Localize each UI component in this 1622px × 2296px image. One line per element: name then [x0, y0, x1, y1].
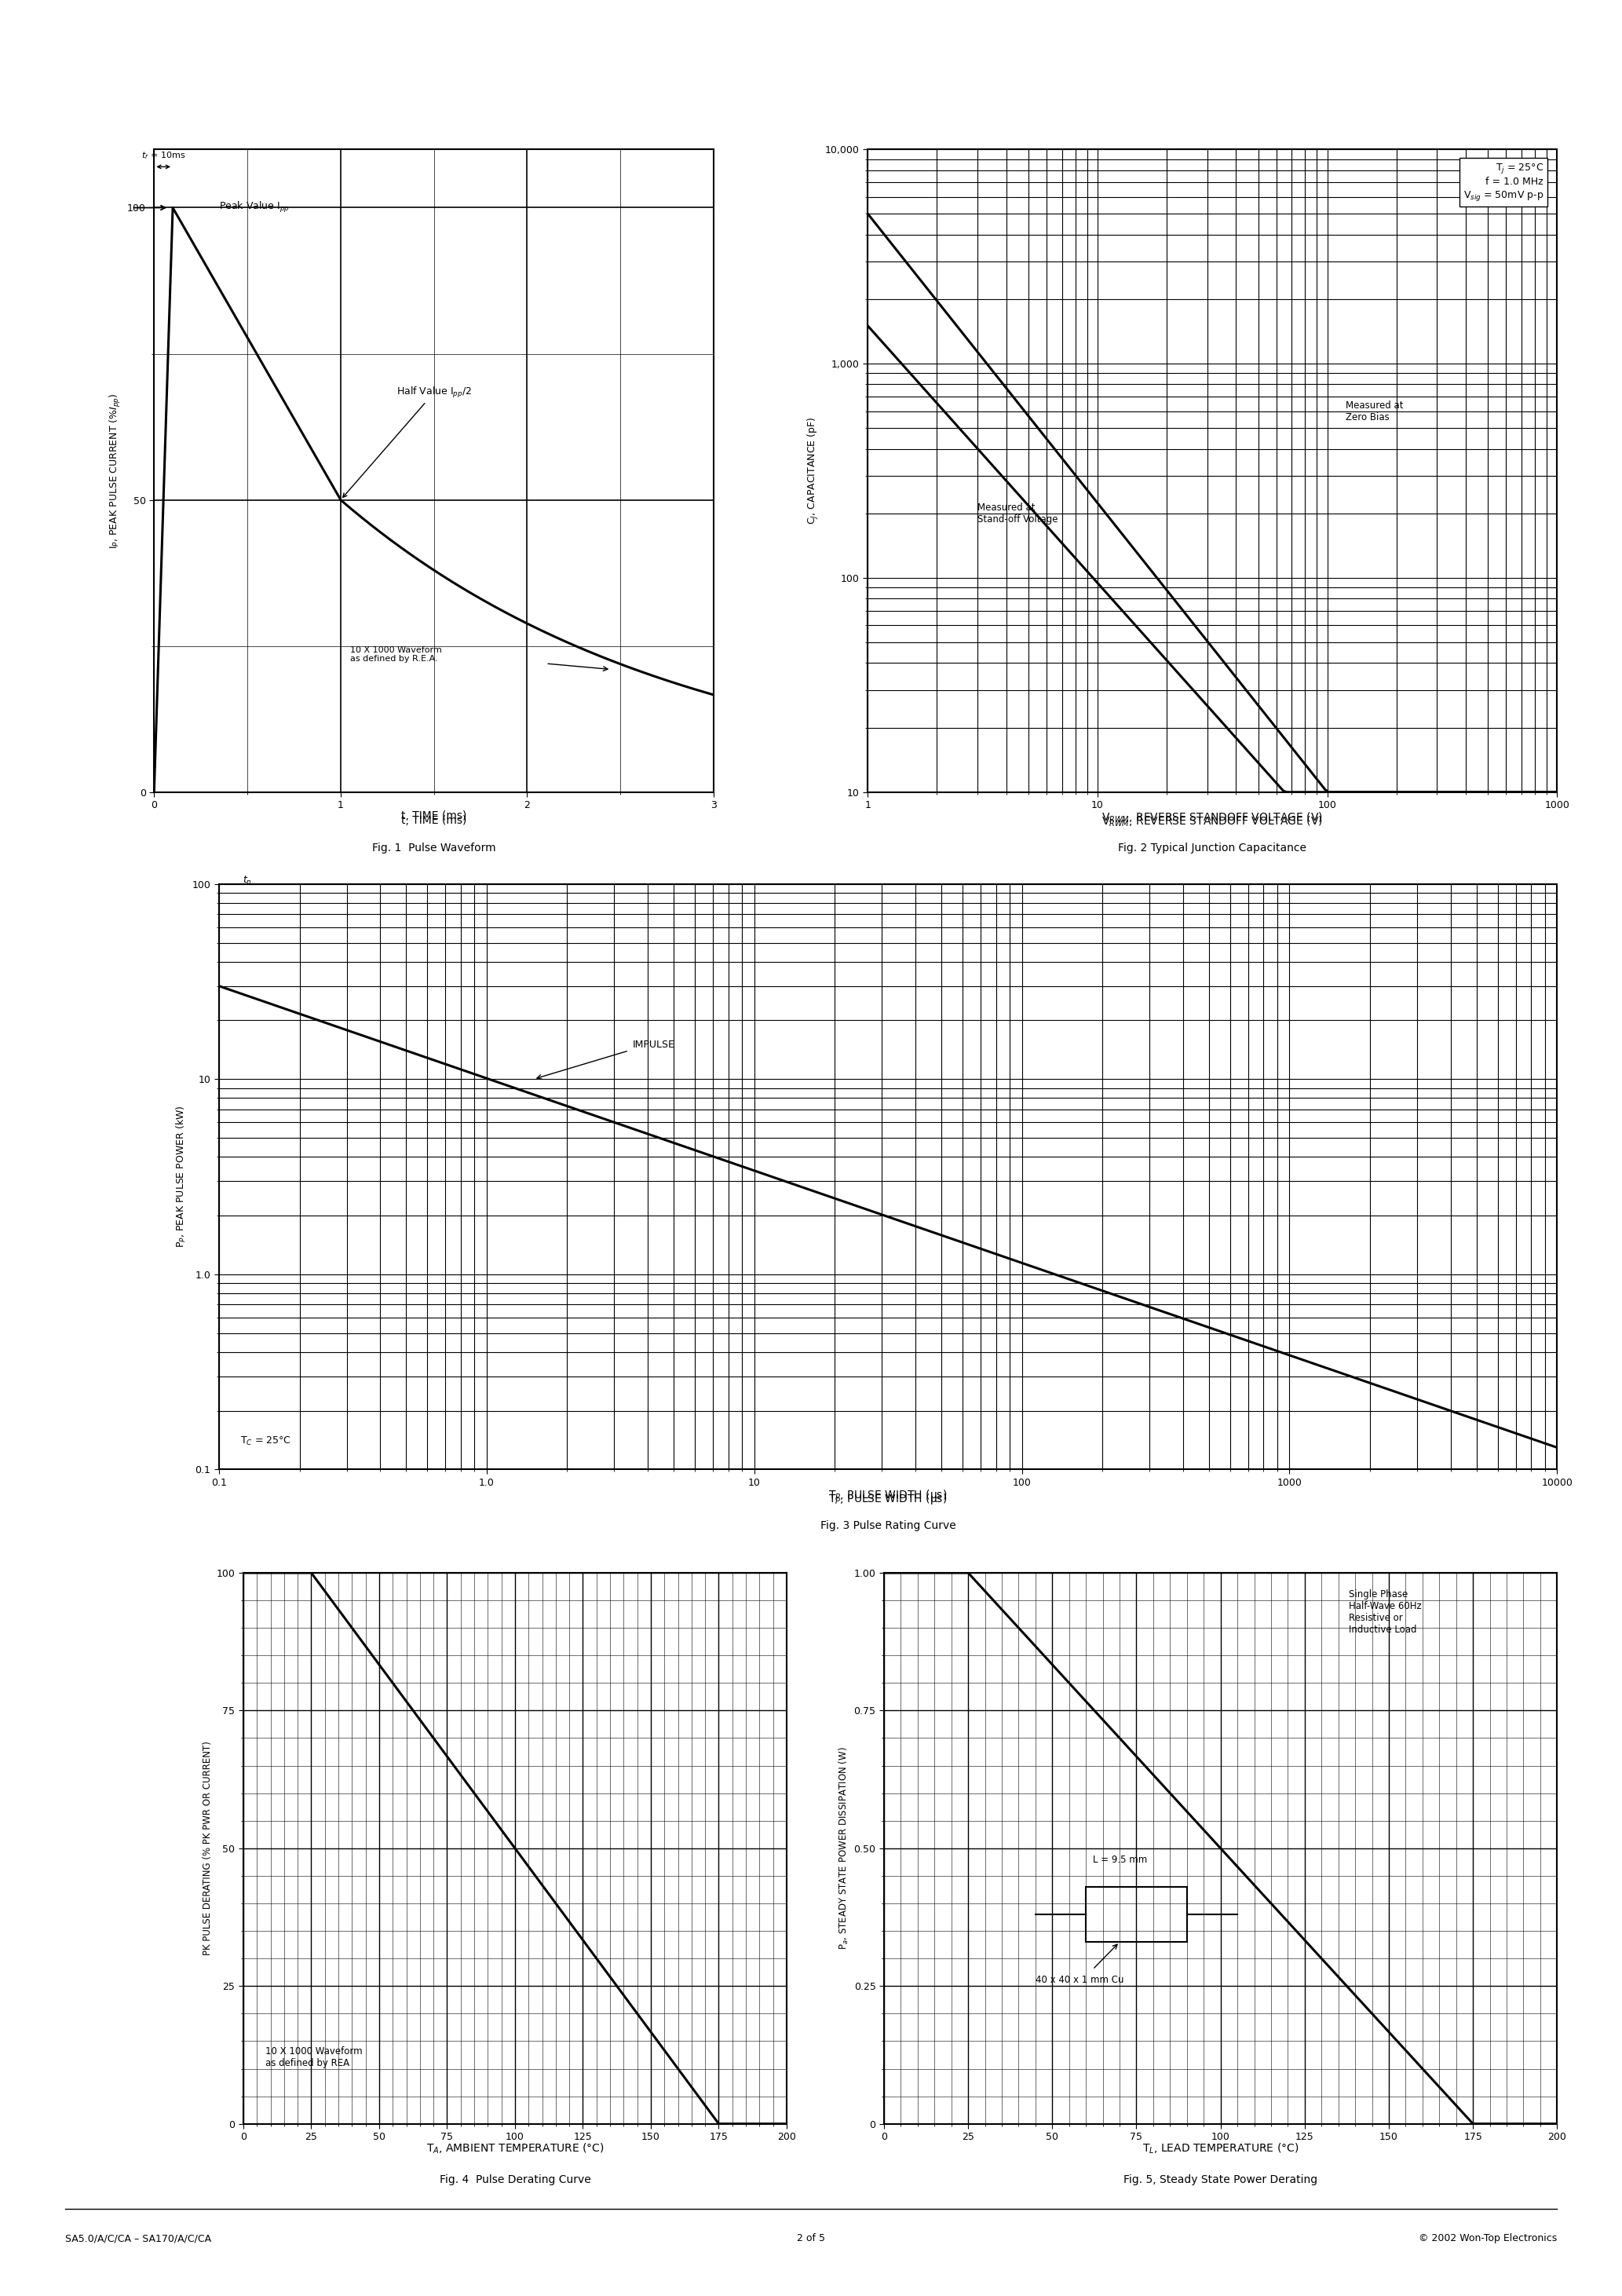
Text: Measured at
Zero Bias: Measured at Zero Bias [1346, 400, 1403, 422]
Bar [1087, 1887, 1187, 1942]
Text: T$_P$, PULSE WIDTH (μs): T$_P$, PULSE WIDTH (μs) [829, 1488, 947, 1502]
Text: V$_{RWM}$, REVERSE STANDOFF VOLTAGE (V): V$_{RWM}$, REVERSE STANDOFF VOLTAGE (V) [1101, 810, 1324, 824]
Text: T$_L$, LEAD TEMPERATURE (°C): T$_L$, LEAD TEMPERATURE (°C) [1142, 2142, 1299, 2156]
Text: $t_r$ = 10ms: $t_r$ = 10ms [141, 149, 185, 161]
Text: Measured at
Stand-off Voltage: Measured at Stand-off Voltage [978, 503, 1058, 523]
Y-axis label: P$_a$, STEADY STATE POWER DISSIPATION (W): P$_a$, STEADY STATE POWER DISSIPATION (W… [839, 1747, 850, 1949]
Text: t, TIME (ms): t, TIME (ms) [401, 810, 467, 822]
Text: SA5.0/A/C/CA – SA170/A/C/CA: SA5.0/A/C/CA – SA170/A/C/CA [65, 2234, 211, 2243]
Text: Half Value I$_{pp}$/2: Half Value I$_{pp}$/2 [342, 386, 472, 498]
Text: IMPULSE: IMPULSE [633, 1040, 675, 1049]
Text: Peak Value I$_{pp}$: Peak Value I$_{pp}$ [219, 200, 290, 216]
Text: Single Phase
Half-Wave 60Hz
Resistive or
Inductive Load: Single Phase Half-Wave 60Hz Resistive or… [1348, 1589, 1421, 1635]
Y-axis label: I$_P$, PEAK PULSE CURRENT (%$I_{pp}$): I$_P$, PEAK PULSE CURRENT (%$I_{pp}$) [109, 393, 123, 549]
X-axis label: V$_{RWM}$, REVERSE STANDOFF VOLTAGE (V): V$_{RWM}$, REVERSE STANDOFF VOLTAGE (V) [1101, 815, 1324, 829]
Text: 40 x 40 x 1 mm Cu: 40 x 40 x 1 mm Cu [1035, 1975, 1124, 1986]
Text: Fig. 2 Typical Junction Capacitance: Fig. 2 Typical Junction Capacitance [1118, 843, 1307, 854]
Text: T$_A$, AMBIENT TEMPERATURE (°C): T$_A$, AMBIENT TEMPERATURE (°C) [427, 2142, 603, 2156]
Text: T$_j$ = 25°C
f = 1.0 MHz
V$_{sig}$ = 50mV p-p: T$_j$ = 25°C f = 1.0 MHz V$_{sig}$ = 50m… [1463, 163, 1544, 202]
Text: L = 9.5 mm: L = 9.5 mm [1093, 1855, 1147, 1864]
Text: Fig. 1  Pulse Waveform: Fig. 1 Pulse Waveform [371, 843, 496, 854]
X-axis label: t, TIME (ms): t, TIME (ms) [401, 815, 467, 827]
Text: $t_p$: $t_p$ [243, 875, 251, 886]
Text: 2 of 5: 2 of 5 [796, 2234, 826, 2243]
Text: Fig. 3 Pulse Rating Curve: Fig. 3 Pulse Rating Curve [821, 1520, 955, 1531]
Text: Fig. 5, Steady State Power Derating: Fig. 5, Steady State Power Derating [1124, 2174, 1317, 2186]
Y-axis label: P$_P$, PEAK PULSE POWER (kW): P$_P$, PEAK PULSE POWER (kW) [175, 1104, 188, 1249]
Text: © 2002 Won-Top Electronics: © 2002 Won-Top Electronics [1419, 2234, 1557, 2243]
Text: Fig. 4  Pulse Derating Curve: Fig. 4 Pulse Derating Curve [440, 2174, 590, 2186]
X-axis label: T$_P$, PULSE WIDTH (μs): T$_P$, PULSE WIDTH (μs) [829, 1492, 947, 1506]
Text: 10 X 1000 Waveform
as defined by REA: 10 X 1000 Waveform as defined by REA [264, 2046, 362, 2069]
Text: T$_C$ = 25°C: T$_C$ = 25°C [240, 1435, 290, 1446]
Y-axis label: PK PULSE DERATING (% PK PWR OR CURRENT): PK PULSE DERATING (% PK PWR OR CURRENT) [203, 1740, 212, 1956]
Text: 10 X 1000 Waveform
as defined by R.E.A.: 10 X 1000 Waveform as defined by R.E.A. [350, 645, 441, 664]
Y-axis label: C$_J$, CAPACITANCE (pF): C$_J$, CAPACITANCE (pF) [806, 416, 821, 526]
